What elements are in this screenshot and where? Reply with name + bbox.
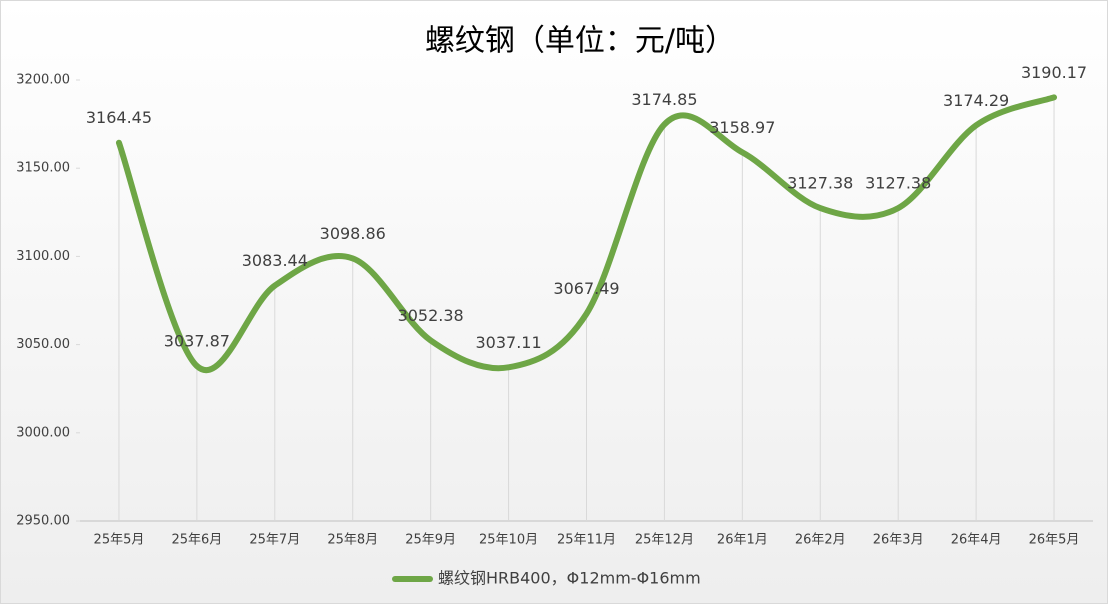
data-label: 3052.38 [398, 306, 464, 325]
data-label: 3098.86 [320, 224, 386, 243]
x-tick-label: 25年8月 [327, 533, 378, 548]
y-tick-label: 2950.00 [16, 514, 70, 529]
data-label: 3127.38 [865, 174, 931, 193]
data-label: 3158.97 [709, 118, 775, 137]
y-tick-label: 3150.00 [16, 161, 70, 176]
chart-title: 螺纹钢（单位：元/吨） [425, 24, 735, 59]
x-tick-label: 26年4月 [951, 533, 1002, 548]
data-label: 3127.38 [787, 174, 853, 193]
data-label: 3083.44 [242, 251, 308, 270]
data-label: 3164.45 [86, 108, 152, 127]
data-label: 3067.49 [553, 279, 619, 298]
x-tick-label: 26年5月 [1029, 533, 1080, 548]
x-tick-label: 25年10月 [479, 533, 538, 548]
legend-label: 螺纹钢HRB400，Φ12mm-Φ16mm [438, 569, 701, 588]
x-tick-label: 25年9月 [405, 533, 456, 548]
x-tick-label: 25年12月 [635, 533, 694, 548]
y-tick-label: 3000.00 [16, 425, 70, 440]
data-label: 3190.17 [1021, 63, 1087, 82]
data-label: 3037.87 [164, 331, 230, 350]
y-tick-label: 3100.00 [16, 249, 70, 264]
x-tick-label: 26年2月 [795, 533, 846, 548]
y-tick-label: 3050.00 [16, 337, 70, 352]
x-tick-label: 25年6月 [171, 533, 222, 548]
x-tick-label: 26年3月 [873, 533, 924, 548]
x-tick-label: 26年1月 [717, 533, 768, 548]
data-label: 3037.11 [475, 333, 541, 352]
y-tick-label: 3200.00 [16, 73, 70, 88]
x-tick-label: 25年7月 [249, 533, 300, 548]
x-tick-label: 25年11月 [557, 533, 616, 548]
data-label: 3174.29 [943, 91, 1009, 110]
data-label: 3174.85 [631, 90, 697, 109]
x-tick-label: 25年5月 [94, 533, 145, 548]
series-line [115, 94, 1058, 373]
